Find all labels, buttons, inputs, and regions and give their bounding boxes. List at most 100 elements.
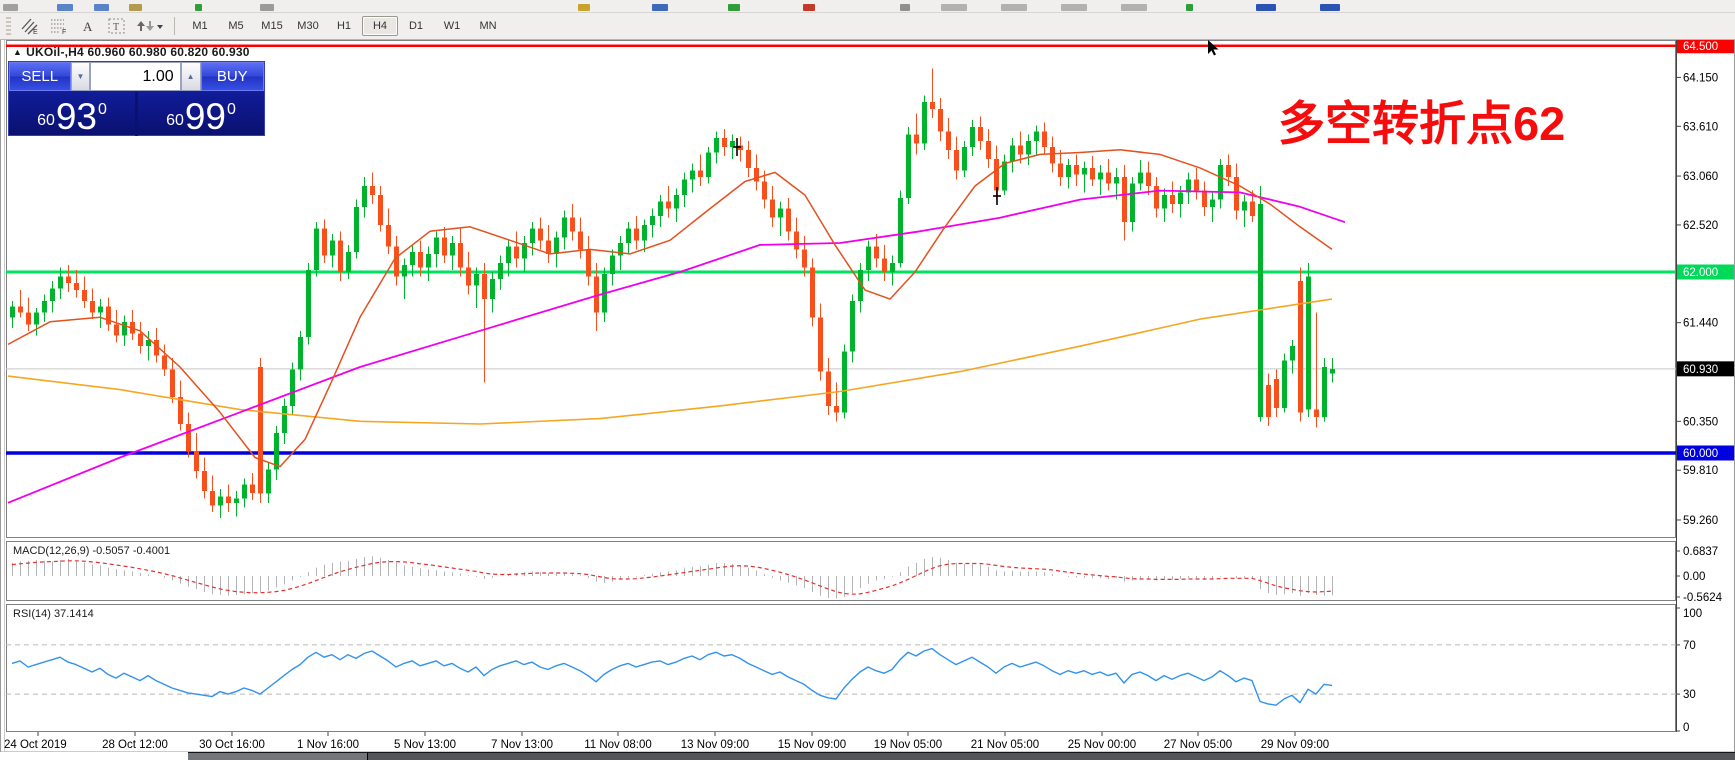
buy-price-pip: 0 bbox=[227, 101, 236, 118]
macd-tick-label: 0.6837 bbox=[1683, 546, 1718, 558]
price-box-62.000 bbox=[1677, 264, 1734, 280]
timeframe-group: M1 M5 M15 M30 H1 H4 D1 W1 MN bbox=[182, 16, 506, 36]
symbol-header[interactable]: ▲ UKOil-,H4 60.960 60.980 60.820 60.930 bbox=[13, 45, 250, 59]
rsi-tick-label: 70 bbox=[1683, 640, 1696, 652]
volume-increase-button[interactable]: ▲ bbox=[180, 62, 201, 91]
time-tick-label: 21 Nov 05:00 bbox=[971, 739, 1039, 751]
price-tick-label: 60.350 bbox=[1683, 416, 1718, 428]
text-label-icon[interactable]: T bbox=[103, 15, 130, 37]
price-divider bbox=[135, 92, 138, 136]
toolbar-icon-partial[interactable] bbox=[941, 4, 967, 11]
toolbar-icon-partial[interactable] bbox=[728, 4, 740, 11]
buy-price-display[interactable]: 60 99 0 bbox=[138, 92, 264, 136]
price-tick-label: 61.440 bbox=[1683, 318, 1718, 330]
ma-slow-line bbox=[7, 298, 1333, 425]
toolbar-icon-partial[interactable] bbox=[900, 4, 910, 11]
equidistant-channel-icon[interactable]: E bbox=[16, 15, 43, 37]
timeframe-button-d1[interactable]: D1 bbox=[408, 20, 424, 32]
price-tick-label: 63.060 bbox=[1683, 171, 1718, 183]
price-tick-label: 62.520 bbox=[1683, 220, 1718, 232]
toolbar-icon-partial[interactable] bbox=[1320, 4, 1340, 11]
ma-fast-line bbox=[7, 149, 1333, 468]
price-box-64.500 bbox=[1677, 38, 1734, 54]
timeframe-button-m30[interactable]: M30 bbox=[297, 20, 319, 32]
toolbar-separator bbox=[174, 17, 175, 35]
toolbar-icon-partial[interactable] bbox=[1121, 4, 1147, 11]
time-tick-label: 28 Oct 12:00 bbox=[102, 739, 168, 751]
time-tick-label: 13 Nov 09:00 bbox=[681, 739, 749, 751]
toolbar-icon-partial[interactable] bbox=[1061, 4, 1087, 11]
symbol-ohlc-text: UKOil-,H4 60.960 60.980 60.820 60.930 bbox=[26, 45, 250, 59]
svg-text:60.000: 60.000 bbox=[1683, 448, 1718, 460]
svg-text:60.930: 60.930 bbox=[1683, 364, 1718, 376]
bottom-bar-dark bbox=[188, 752, 1735, 760]
horizontal-lines bbox=[6, 44, 1676, 455]
indicator-axis: 0.6837 0.00 -0.5624 100 70 30 0 bbox=[1676, 546, 1723, 734]
time-tick-label: 15 Nov 09:00 bbox=[778, 739, 846, 751]
price-tick-label: 64.150 bbox=[1683, 72, 1718, 84]
price-box-60.930 bbox=[1677, 361, 1734, 377]
bottom-bar-segment[interactable] bbox=[188, 752, 368, 760]
sell-price-prefix: 60 bbox=[37, 112, 55, 129]
volume-decrease-button[interactable]: ▼ bbox=[70, 62, 91, 91]
timeframe-button-m15[interactable]: M15 bbox=[261, 20, 283, 32]
toolbar: E F A T M1 M5 M15 M30 H1 H4 D1 W1 MN bbox=[0, 13, 1735, 40]
svg-text:A: A bbox=[83, 19, 93, 34]
svg-text:64.500: 64.500 bbox=[1683, 41, 1718, 53]
toolbar-icon-partial[interactable] bbox=[3, 4, 18, 11]
timeframe-button-h1[interactable]: H1 bbox=[336, 20, 352, 32]
toolbar-icon-partial[interactable] bbox=[57, 4, 73, 11]
candlesticks bbox=[10, 68, 1335, 519]
svg-text:62.000: 62.000 bbox=[1683, 267, 1718, 279]
sell-button[interactable]: SELL bbox=[9, 62, 71, 91]
toolbar-icon-partial[interactable] bbox=[260, 4, 274, 11]
text-icon[interactable]: A bbox=[74, 15, 101, 37]
time-tick-label: 27 Nov 05:00 bbox=[1164, 739, 1232, 751]
macd-signal-line bbox=[11, 560, 1333, 595]
sell-price-display[interactable]: 60 93 0 bbox=[9, 92, 135, 136]
time-tick-label: 5 Nov 13:00 bbox=[394, 739, 456, 751]
ma-mid-line bbox=[7, 189, 1346, 504]
toolbar-icon-partial[interactable] bbox=[195, 4, 202, 11]
macd-tick-label: -0.5624 bbox=[1683, 592, 1723, 604]
collapse-triangle-icon[interactable]: ▲ bbox=[13, 47, 23, 57]
toolbar-icon-partial[interactable] bbox=[1001, 4, 1027, 11]
svg-text:F: F bbox=[62, 29, 66, 35]
time-tick-label: 24 Oct 2019 bbox=[4, 739, 67, 751]
buy-price-prefix: 60 bbox=[166, 112, 184, 129]
timeframe-button-h4[interactable]: H4 bbox=[362, 16, 398, 36]
toolbar-top-partial bbox=[0, 0, 1735, 13]
svg-text:E: E bbox=[33, 29, 38, 35]
toolbar-icon-partial[interactable] bbox=[803, 4, 815, 11]
timeframe-button-m5[interactable]: M5 bbox=[228, 20, 244, 32]
volume-input[interactable]: 1.00 bbox=[90, 62, 181, 91]
timeframe-button-mn[interactable]: MN bbox=[479, 20, 497, 32]
toolbar-grip[interactable] bbox=[6, 17, 11, 35]
time-tick-label: 30 Oct 16:00 bbox=[199, 739, 265, 751]
toolbar-icon-partial[interactable] bbox=[652, 4, 668, 11]
rsi-tick-label: 100 bbox=[1683, 608, 1702, 620]
timeframe-button-w1[interactable]: W1 bbox=[443, 20, 461, 32]
toolbar-icon-partial[interactable] bbox=[94, 4, 109, 11]
toolbar-icon-partial[interactable] bbox=[129, 4, 142, 11]
one-click-trading-panel: SELL ▼ 1.00 ▲ BUY 60 93 0 60 99 0 bbox=[8, 61, 265, 136]
toolbar-icon-partial[interactable] bbox=[578, 4, 590, 11]
ma-fast-line bbox=[7, 149, 1333, 468]
rsi-tick-label: 30 bbox=[1683, 689, 1696, 701]
time-tick-label: 19 Nov 05:00 bbox=[874, 739, 942, 751]
pane-rsi bbox=[6, 604, 1676, 732]
time-tick-label: 11 Nov 08:00 bbox=[584, 739, 652, 751]
timeframe-button-m1[interactable]: M1 bbox=[192, 20, 208, 32]
time-axis: 24 Oct 2019 28 Oct 12:00 30 Oct 16:00 1 Nov… bbox=[4, 732, 1329, 751]
sell-price-main: 93 bbox=[55, 95, 98, 137]
toolbar-icon-partial[interactable] bbox=[1256, 4, 1276, 11]
fibonacci-icon[interactable]: F bbox=[45, 15, 72, 37]
arrows-icon[interactable] bbox=[132, 15, 168, 37]
toolbar-icon-partial[interactable] bbox=[1186, 4, 1193, 11]
time-tick-label: 7 Nov 13:00 bbox=[491, 739, 553, 751]
ma-mid-line bbox=[7, 189, 1346, 504]
rsi-pane bbox=[6, 644, 1676, 706]
buy-button[interactable]: BUY bbox=[200, 62, 264, 91]
macd-pane bbox=[11, 556, 1333, 599]
